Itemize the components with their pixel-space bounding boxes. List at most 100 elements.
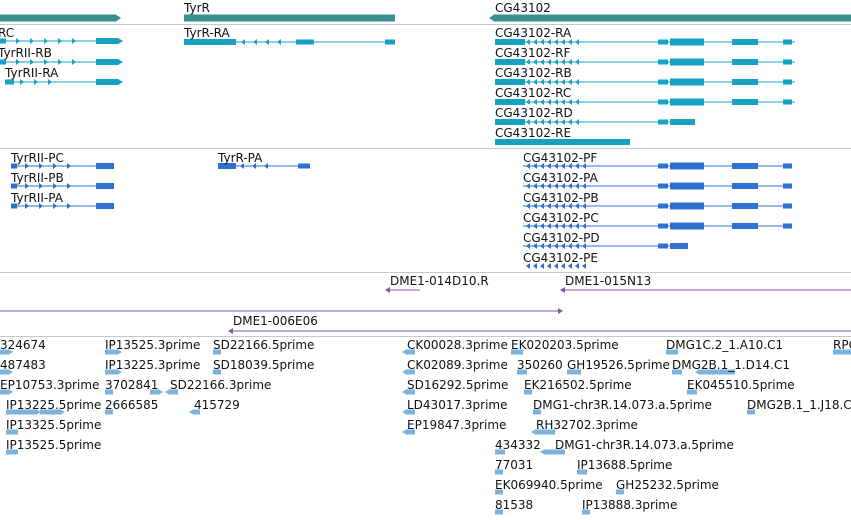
transcript-label[interactable]: CG43102-RA <box>495 26 572 40</box>
transcript-exon <box>670 119 695 125</box>
protein-label[interactable]: TyrRII-PC <box>11 151 64 165</box>
protein-strand-arrow <box>568 243 572 249</box>
est-strand-arrow <box>36 409 41 415</box>
transcript-strand-arrow <box>554 99 558 105</box>
transcript-exon <box>783 79 792 85</box>
est-label[interactable]: SD22166.3prime <box>170 378 272 392</box>
transcript-end <box>118 59 123 65</box>
est-label[interactable]: IP13225.5prime <box>6 398 102 412</box>
protein-label[interactable]: CG43102-PC <box>523 211 599 225</box>
est-strand-arrow <box>8 369 13 375</box>
transcript-label[interactable]: CG43102-RE <box>495 126 572 140</box>
est-label[interactable]: 81538 <box>495 498 534 512</box>
protein-label[interactable]: CG43102-PE <box>523 251 598 265</box>
protein-label[interactable]: TyrR-PA <box>218 151 263 165</box>
transcript-exon <box>670 78 704 86</box>
est-label[interactable]: 2666585 <box>105 398 159 412</box>
est-label[interactable]: RH32702.3prime <box>536 418 638 432</box>
est-label[interactable]: 434332 <box>495 438 541 452</box>
transcript-exon <box>495 39 525 45</box>
protein-strand-arrow <box>39 203 43 209</box>
est-label[interactable]: DMG2B.1_1.J18.C <box>747 398 851 412</box>
est-label[interactable]: EP19847.3prime <box>407 418 507 432</box>
protein-strand-arrow <box>575 263 579 269</box>
est-label[interactable]: 487483 <box>0 358 46 372</box>
transcript-strand-arrow <box>561 119 565 125</box>
protein-strand-arrow <box>540 163 544 169</box>
est-label[interactable]: 324674 <box>0 338 46 352</box>
transcript-strand-arrow <box>568 99 572 105</box>
protein-label[interactable]: CG43102-PF <box>523 151 598 165</box>
est-label[interactable]: IP13325.5prime <box>6 418 102 432</box>
est-label[interactable]: GH25232.5prime <box>616 478 719 492</box>
est-label[interactable]: 77031 <box>495 458 534 472</box>
transcript-exon <box>670 58 704 66</box>
clone-label[interactable]: DME1-015N13 <box>565 274 652 288</box>
est-label[interactable]: EK020203.5prime <box>511 338 619 352</box>
transcript-label[interactable]: CG43102-RD <box>495 106 573 120</box>
est-label[interactable]: IP13225.3prime <box>105 358 201 372</box>
clone-label[interactable]: DME1-006E06 <box>233 314 318 328</box>
transcript-strand-arrow <box>526 99 530 105</box>
est-label[interactable]: SD22166.5prime <box>213 338 315 352</box>
est-label[interactable]: IP13525.5prime <box>6 438 102 452</box>
est-label[interactable]: EK216502.5prime <box>524 378 632 392</box>
est-label[interactable]: LD43017.3prime <box>407 398 508 412</box>
est-label[interactable]: EK045510.5prime <box>687 378 795 392</box>
est-label[interactable]: SD18039.5prime <box>213 358 315 372</box>
transcript-strand-arrow <box>58 59 62 65</box>
est-label[interactable]: SD16292.5prime <box>407 378 509 392</box>
protein-strand-arrow <box>526 243 530 249</box>
protein-label[interactable]: TyrRII-PA <box>11 191 63 205</box>
transcript-strand-arrow <box>44 59 48 65</box>
protein-strand-arrow <box>568 263 572 269</box>
est-feature <box>700 369 735 375</box>
clone-label[interactable]: DME1-014D10.R <box>390 274 489 288</box>
protein-strand-arrow <box>568 163 572 169</box>
transcript-label[interactable]: RC <box>0 26 15 40</box>
protein-strand-arrow <box>526 163 530 169</box>
est-label[interactable]: DMG1C.2_1.A10.C1 <box>666 338 784 352</box>
transcript-strand-arrow <box>533 39 537 45</box>
est-feature <box>567 369 581 375</box>
protein-label[interactable]: CG43102-PB <box>523 191 599 205</box>
transcript-strand-arrow <box>253 39 257 45</box>
est-label[interactable]: EP10753.3prime <box>0 378 100 392</box>
protein-label[interactable]: CG43102-PD <box>523 231 600 245</box>
transcript-strand-arrow <box>554 79 558 85</box>
est-label[interactable]: DMG2B.1_1.D14.C1 <box>672 358 790 372</box>
est-label[interactable]: RPC <box>833 338 851 352</box>
est-strand-arrow <box>540 449 545 455</box>
est-label[interactable]: CK00028.3prime <box>407 338 508 352</box>
gene-label-cg43102[interactable]: CG43102 <box>495 1 551 15</box>
est-label[interactable]: 415729 <box>194 398 240 412</box>
gene-label-tyrr[interactable]: TyrR <box>184 1 210 15</box>
est-label[interactable]: IP13888.3prime <box>582 498 678 512</box>
est-label[interactable]: IP13688.5prime <box>577 458 673 472</box>
protein-label[interactable]: TyrRII-PB <box>11 171 64 185</box>
protein-strand-arrow <box>561 223 565 229</box>
est-label[interactable]: 350260 <box>517 358 563 372</box>
transcript-label[interactable]: CG43102-RC <box>495 86 572 100</box>
transcript-strand-arrow <box>58 38 62 44</box>
transcript-label[interactable]: TyrRII-RB <box>0 46 52 60</box>
est-label[interactable]: DMG1-chr3R.14.073.a.5prime <box>533 398 712 412</box>
protein-label[interactable]: CG43102-PA <box>523 171 598 185</box>
est-label[interactable]: EK069940.5prime <box>495 478 603 492</box>
transcript-label[interactable]: TyrR-RA <box>184 26 230 40</box>
est-label[interactable]: 3702841 <box>105 378 159 392</box>
transcript-strand-arrow <box>20 79 24 85</box>
est-label[interactable]: DMG1-chr3R.14.073.a.5prime <box>555 438 734 452</box>
est-label[interactable]: CK02089.3prime <box>407 358 508 372</box>
est-label[interactable]: IP13525.3prime <box>105 338 201 352</box>
transcript-label[interactable]: CG43102-RB <box>495 66 572 80</box>
est-strand-arrow <box>695 369 700 375</box>
transcript-label[interactable]: TyrRII-RA <box>5 66 59 80</box>
transcript-strand-arrow <box>568 39 572 45</box>
est-feature <box>672 369 682 375</box>
est-label[interactable]: GH19526.5prime <box>567 358 670 372</box>
est-strand-arrow <box>8 389 13 395</box>
transcript-label[interactable]: CG43102-RF <box>495 46 571 60</box>
transcript-strand-arrow <box>554 119 558 125</box>
